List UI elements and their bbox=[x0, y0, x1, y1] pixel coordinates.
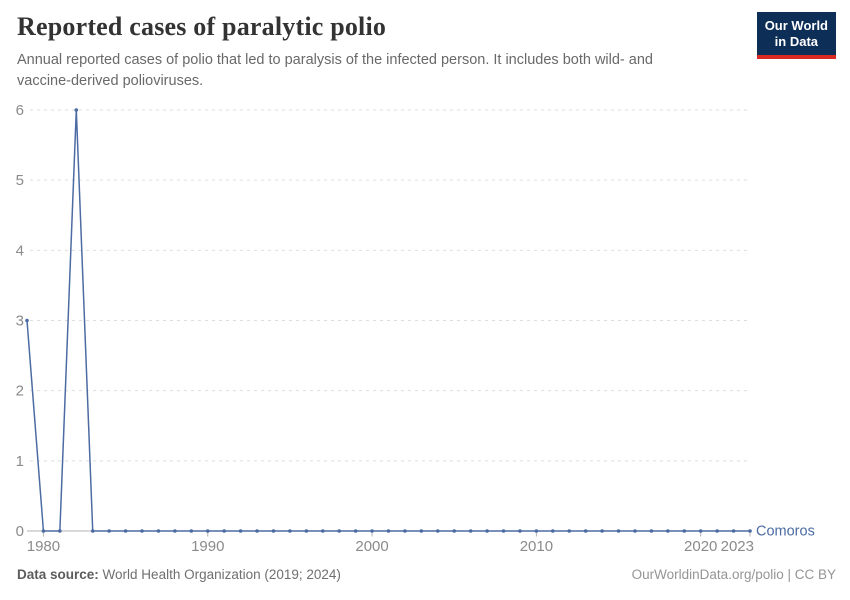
x-tick-label: 2010 bbox=[520, 538, 553, 555]
data-point[interactable] bbox=[666, 529, 670, 533]
owid-logo[interactable]: Our World in Data bbox=[756, 12, 836, 59]
credit-link[interactable]: OurWorldinData.org/polio | CC BY bbox=[631, 567, 836, 582]
data-point[interactable] bbox=[140, 529, 144, 533]
data-point[interactable] bbox=[74, 108, 79, 112]
y-tick-label: 3 bbox=[16, 313, 24, 330]
data-point[interactable] bbox=[748, 529, 752, 533]
data-point[interactable] bbox=[698, 529, 703, 533]
data-point[interactable] bbox=[25, 318, 29, 323]
data-point[interactable] bbox=[337, 529, 342, 533]
page-title: Reported cases of paralytic polio bbox=[17, 12, 387, 41]
series-label[interactable]: Comoros bbox=[756, 524, 815, 540]
data-point[interactable] bbox=[468, 529, 473, 533]
y-tick-label: 5 bbox=[16, 172, 24, 189]
x-tick-label: 1980 bbox=[27, 538, 60, 555]
data-point[interactable] bbox=[518, 529, 522, 533]
data-point[interactable] bbox=[205, 529, 210, 533]
y-tick-label: 6 bbox=[16, 102, 24, 119]
data-point[interactable] bbox=[534, 529, 539, 533]
data-point[interactable] bbox=[583, 529, 588, 533]
logo-line-2: in Data bbox=[774, 34, 819, 50]
data-point[interactable] bbox=[567, 529, 572, 533]
logo-line-1: Our World bbox=[764, 18, 828, 33]
data-point[interactable] bbox=[156, 529, 161, 533]
chart-footer: Data source: World Health Organization (… bbox=[17, 567, 836, 582]
data-point[interactable] bbox=[123, 529, 128, 533]
data-point[interactable] bbox=[304, 529, 309, 533]
data-point[interactable] bbox=[58, 529, 62, 533]
y-tick-label: 1 bbox=[16, 453, 24, 470]
data-point[interactable] bbox=[271, 529, 276, 533]
chart-header: Reported cases of paralytic polio Annual… bbox=[17, 12, 740, 92]
y-tick-label: 2 bbox=[16, 383, 24, 400]
data-point[interactable] bbox=[222, 529, 226, 533]
data-point[interactable] bbox=[288, 529, 292, 533]
data-point[interactable] bbox=[386, 529, 391, 533]
data-point[interactable] bbox=[173, 529, 177, 533]
data-point[interactable] bbox=[501, 529, 506, 533]
y-tick-label: 0 bbox=[16, 523, 24, 540]
data-point[interactable] bbox=[419, 529, 424, 533]
data-point[interactable] bbox=[189, 529, 194, 533]
data-point[interactable] bbox=[107, 529, 111, 533]
data-point[interactable] bbox=[715, 529, 719, 533]
data-source: Data source: World Health Organization (… bbox=[17, 567, 341, 582]
data-source-value: World Health Organization (2019; 2024) bbox=[102, 567, 341, 582]
data-point[interactable] bbox=[435, 529, 440, 533]
data-point[interactable] bbox=[633, 529, 637, 533]
data-point[interactable] bbox=[370, 529, 374, 533]
data-point[interactable] bbox=[41, 529, 46, 533]
x-tick-label: 2020 bbox=[684, 538, 717, 555]
chart-subtitle: Annual reported cases of polio that led … bbox=[17, 52, 653, 90]
y-tick-label: 4 bbox=[16, 242, 24, 259]
data-point[interactable] bbox=[600, 529, 604, 533]
data-point[interactable] bbox=[403, 529, 407, 533]
data-source-label: Data source: bbox=[17, 567, 99, 582]
data-point[interactable] bbox=[255, 529, 259, 533]
data-point[interactable] bbox=[731, 529, 736, 533]
data-point[interactable] bbox=[616, 529, 621, 533]
data-point[interactable] bbox=[682, 529, 687, 533]
x-tick-label: 2023 bbox=[721, 538, 754, 555]
data-point[interactable] bbox=[452, 529, 457, 533]
data-point[interactable] bbox=[485, 529, 489, 533]
data-point[interactable] bbox=[551, 529, 555, 533]
data-point[interactable] bbox=[238, 529, 243, 533]
data-point[interactable] bbox=[320, 529, 325, 533]
data-point[interactable] bbox=[90, 529, 95, 533]
data-point[interactable] bbox=[649, 529, 654, 533]
x-tick-label: 2000 bbox=[355, 538, 388, 555]
x-tick-label: 1990 bbox=[191, 538, 224, 555]
data-point[interactable] bbox=[353, 529, 358, 533]
